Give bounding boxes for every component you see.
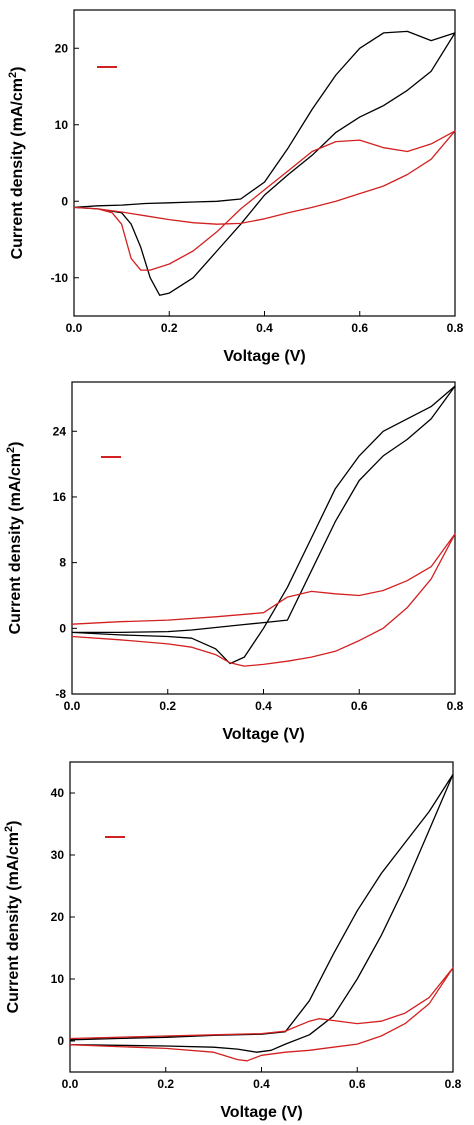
y-tick-label: 24: [53, 424, 67, 438]
x-tick-label: 0.2: [161, 321, 178, 335]
x-axis-label: Voltage (V): [223, 348, 305, 365]
chart-panel-3: 0.0 0.2 0.4 0.6 0.8 0 10 20 30 40 Voltage (V) Curre…: [3, 761, 462, 1121]
x-tick-label: 0.8: [447, 699, 464, 713]
y-tick-label: 16: [53, 490, 67, 504]
x-tick-label: 0.4: [255, 699, 272, 713]
x-tick-label: 0.6: [349, 1077, 366, 1091]
y-tick-label: 10: [51, 972, 65, 986]
y-tick-label: 0: [57, 1034, 64, 1048]
plot-frame: [73, 9, 456, 317]
x-axis-label: Voltage (V): [222, 726, 304, 743]
y-tick-label: -8: [55, 687, 66, 701]
y-axis-label: Current density (mA/cm2): [7, 67, 26, 260]
x-tick-label: 0.8: [447, 321, 464, 335]
plot-frame: [69, 761, 454, 1073]
series-line-2: [73, 130, 456, 271]
y-tick-label: 20: [55, 41, 69, 55]
x-axis-label: Voltage (V): [220, 1104, 302, 1121]
x-tick-label: 0.0: [66, 321, 83, 335]
x-tick-label: 0.2: [159, 699, 176, 713]
x-tick-label: 0.2: [157, 1077, 174, 1091]
series-line-1: [73, 30, 456, 296]
x-tick-label: 0.4: [253, 1077, 270, 1091]
plot-frame: [71, 381, 456, 695]
x-tick-label: 0.8: [445, 1077, 462, 1091]
x-tick-label: 0.6: [351, 321, 368, 335]
y-tick-label: 10: [55, 118, 69, 132]
series-line-1: [71, 385, 456, 665]
series-line-1: [69, 773, 454, 1053]
series-line-2: [69, 967, 454, 1062]
chart-panel-1: 0.0 0.2 0.4 0.6 0.8 -10 0 10 20 Voltage (V) Curren…: [7, 9, 464, 365]
x-tick-label: 0.6: [351, 699, 368, 713]
series-line-2: [71, 533, 456, 667]
chart-panel-2: 0.0 0.2 0.4 0.6 0.8 -8 0 8 16 24 Voltage (V) Curren…: [5, 381, 464, 743]
y-axis-label: Current density (mA/cm2): [3, 821, 22, 1014]
y-tick-label: -10: [51, 271, 69, 285]
y-tick-label: 40: [51, 786, 65, 800]
y-axis-label: Current density (mA/cm2): [5, 442, 24, 635]
y-tick-label: 0: [61, 194, 68, 208]
x-tick-label: 0.0: [62, 1077, 79, 1091]
y-tick-label: 20: [51, 910, 65, 924]
y-tick-label: 8: [59, 556, 66, 570]
y-tick-label: 30: [51, 848, 65, 862]
y-tick-label: 0: [59, 621, 66, 635]
x-tick-label: 0.4: [256, 321, 273, 335]
x-tick-label: 0.0: [64, 699, 81, 713]
